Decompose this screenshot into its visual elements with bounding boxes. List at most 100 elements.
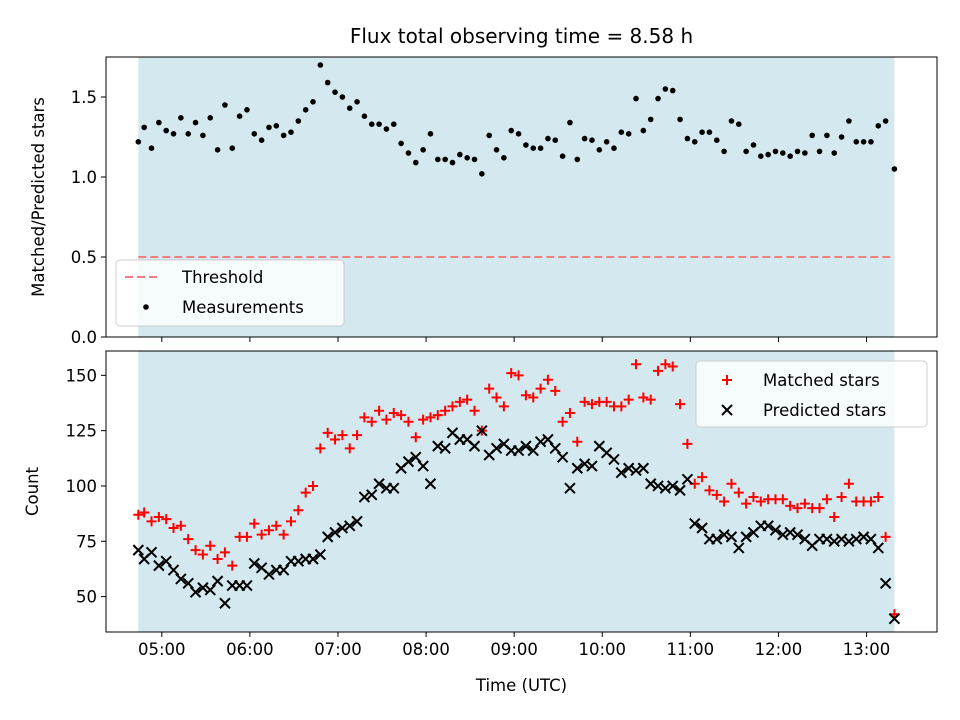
predicted-star-point [586, 460, 598, 472]
predicted-star-point [219, 597, 231, 609]
measurement-point [574, 156, 581, 163]
measurement-point [677, 116, 683, 123]
count-series-predicted-stars [132, 424, 901, 625]
matched-star-point [711, 489, 722, 500]
measurement-point [383, 126, 390, 132]
matched-star-point [403, 416, 414, 427]
matched-star-point [682, 438, 693, 449]
matched-star-point [133, 509, 144, 520]
matched-star-point [410, 432, 421, 443]
count-series-matched-stars [133, 359, 900, 620]
matched-star-point [161, 514, 172, 525]
measurement-point [435, 156, 441, 163]
matched-star-point [315, 443, 326, 454]
measurement-point [743, 148, 749, 155]
matched-star-point [528, 392, 539, 403]
matched-star-point [212, 553, 223, 564]
predicted-star-point [784, 526, 796, 539]
matched-star-point [205, 540, 216, 551]
matched-star-point [432, 410, 443, 421]
matched-star-point [572, 436, 583, 447]
matched-star-point [462, 394, 473, 405]
matched-star-point [366, 416, 377, 427]
measurement-point [735, 121, 742, 127]
predicted-star-point [204, 584, 216, 596]
predicted-star-point [182, 577, 194, 590]
matched-star-point [308, 480, 319, 491]
measurement-point [317, 62, 324, 68]
matched-star-point [704, 485, 715, 496]
matched-star-point [146, 516, 157, 527]
measurements-legend-label: Measurements [182, 298, 304, 317]
matched-star-point [484, 383, 495, 394]
measurement-point [581, 135, 588, 142]
measurement-point [135, 139, 142, 145]
ratio-y-tick-label: 0.0 [71, 328, 97, 347]
ratio-series-measurements [135, 62, 898, 177]
measurement-point [148, 145, 155, 151]
measurement-point [251, 131, 258, 137]
measurement-point [706, 129, 713, 135]
predicted-star-point [417, 460, 429, 472]
measurement-point [457, 151, 463, 158]
flux-ratio-panel: 0.0 0.5 1.0 1.5 Matched/Predicted stars Thres… [29, 56, 938, 347]
matched-star-point [755, 496, 766, 507]
matched-star-point [675, 399, 686, 410]
predicted-star-point [388, 482, 400, 494]
matched-star-point [814, 503, 825, 514]
predicted-star-point [681, 473, 694, 486]
matched-star-point [513, 370, 524, 381]
matched-star-point [498, 401, 509, 412]
predicted-star-point [277, 564, 290, 576]
predicted-star-point [850, 533, 862, 545]
x-axis-label: Time (UTC) [475, 676, 567, 695]
measurement-point [332, 89, 338, 95]
measurement-point [163, 127, 169, 134]
measurement-point [207, 115, 214, 121]
matched-star-point [741, 498, 752, 509]
x-tick-label: 05:00 [138, 640, 186, 659]
matched-star-point [175, 520, 186, 531]
measurement-point [464, 155, 470, 161]
measurement-point [669, 87, 676, 94]
measurement-point [310, 99, 316, 105]
predicted-star-point [358, 491, 371, 503]
measurement-point [603, 139, 610, 145]
predicted-star-point [439, 442, 451, 455]
matched-star-point [263, 525, 274, 536]
star-count-panel: 50 75 100 125 150 05:00 06:00 07:00 08:00 09:00 10… [23, 350, 938, 695]
matched-stars-legend-label: Matched stars [763, 371, 880, 390]
count-y-tick-label: 50 [76, 588, 97, 607]
matched-star-point [241, 531, 252, 542]
measurement-point [361, 113, 368, 119]
matched-star-point [183, 534, 194, 545]
predicted-star-point [248, 557, 260, 570]
measurement-point [420, 147, 426, 153]
matched-star-point [344, 443, 355, 454]
matched-star-point [829, 511, 840, 522]
legend-box [115, 259, 345, 327]
count-axes-frame [105, 350, 938, 633]
ratio-y-tick-label: 1.0 [71, 168, 97, 187]
threshold-legend-label: Threshold [181, 268, 263, 287]
measurement-point [236, 113, 243, 119]
predicted-star-point [329, 526, 341, 539]
predicted-star-point [476, 424, 488, 437]
measurement-point [618, 129, 625, 135]
measurement-point [449, 159, 456, 166]
ratio-legend: Threshold Measurements [115, 259, 345, 327]
measurement-point [376, 121, 382, 127]
predicted-star-point [843, 535, 855, 547]
matched-star-point [168, 523, 179, 534]
x-tick-label: 09:00 [490, 640, 538, 659]
measurement-point [809, 132, 816, 139]
measurement-point [244, 107, 250, 113]
matched-star-point [653, 365, 664, 376]
measurement-point [596, 147, 603, 153]
predicted-star-point [659, 482, 672, 494]
predicted-stars-legend-label: Predicted stars [763, 401, 886, 420]
matched-star-point [219, 547, 230, 558]
measurement-point [816, 148, 823, 155]
measurement-point [295, 118, 302, 124]
